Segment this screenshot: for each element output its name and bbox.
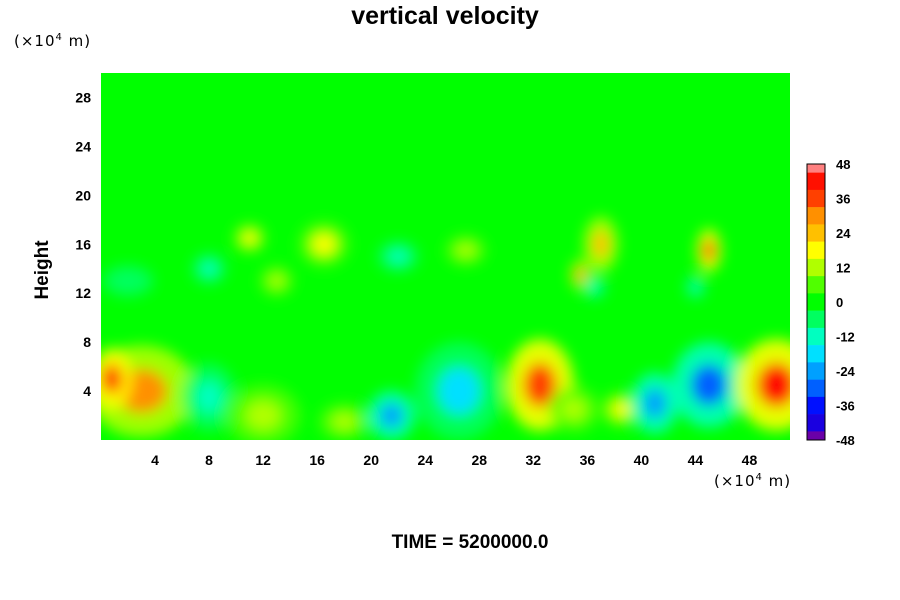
colorbar-swatch — [807, 164, 825, 173]
chart-title: vertical velocity — [351, 2, 539, 30]
x-tick-label: 20 — [363, 452, 379, 468]
colorbar-swatch — [807, 233, 825, 242]
colorbar-swatch — [807, 172, 825, 182]
x-tick-label: 36 — [580, 452, 596, 468]
x-tick-label: 4 — [151, 452, 159, 468]
colorbar-tick-label: 12 — [836, 261, 850, 276]
x-tick-label: 12 — [255, 452, 271, 468]
field-feature-core — [102, 364, 122, 394]
field-feature-core — [196, 381, 223, 414]
x-tick-label: 28 — [471, 452, 487, 468]
plot-area — [101, 73, 790, 440]
colorbar-tick-label: 36 — [836, 192, 850, 207]
x-tick-label: 48 — [742, 452, 758, 468]
colorbar-swatch — [807, 207, 825, 217]
y-tick-label: 20 — [75, 187, 91, 203]
field-feature-core — [561, 398, 587, 421]
colorbar-tick-label: -36 — [836, 399, 855, 414]
colorbar: 48 36 24 12 0 -12 -24 -36 -48 — [806, 157, 856, 448]
x-tick-label: 16 — [309, 452, 325, 468]
colorbar-swatch — [807, 284, 825, 294]
field-feature-core — [437, 367, 481, 415]
colorbar-tick-label: 48 — [836, 157, 850, 172]
colorbar-swatch — [807, 371, 825, 380]
x-tick-label: 24 — [417, 452, 433, 468]
field-feature-core — [388, 249, 408, 264]
field-feature-core — [115, 273, 141, 289]
colorbar-swatch — [807, 293, 825, 303]
colorbar-swatch — [807, 319, 825, 329]
colorbar-swatch — [807, 327, 825, 337]
field-feature-core — [703, 240, 715, 261]
field-feature-core — [757, 362, 790, 407]
y-tick-label: 8 — [83, 334, 91, 350]
colorbar-swatch — [807, 310, 825, 320]
colorbar-swatch — [807, 224, 825, 234]
colorbar-swatch — [807, 215, 825, 225]
field-feature-core — [523, 362, 557, 407]
colorbar-swatch — [807, 258, 825, 268]
y-tick-label: 16 — [75, 236, 91, 252]
y-tick-label: 4 — [83, 383, 91, 399]
y-tick-label: 28 — [75, 89, 91, 105]
field-feature-core — [268, 273, 285, 289]
colorbar-tick-label: -24 — [836, 364, 856, 379]
x-axis-unit: (×104 m) — [714, 472, 792, 490]
colorbar-tick-label: -12 — [836, 330, 855, 345]
colorbar-tick-label: 0 — [836, 295, 843, 310]
field-feature-core — [691, 364, 727, 406]
x-axis: 4 8 12 16 20 24 28 32 36 40 44 48 — [151, 452, 757, 468]
colorbar-swatch — [807, 345, 825, 355]
colorbar-swatch — [807, 388, 825, 398]
colorbar-swatch — [807, 267, 825, 277]
x-tick-label: 40 — [634, 452, 650, 468]
field-feature-core — [643, 388, 667, 418]
colorbar-swatch — [807, 405, 825, 415]
y-axis-unit: (×104 m) — [14, 32, 92, 50]
colorbar-swatch — [807, 302, 825, 311]
colorbar-swatch — [807, 353, 825, 363]
colorbar-swatch — [807, 422, 825, 432]
colorbar-swatch — [807, 379, 825, 389]
y-axis: 4 8 12 16 20 24 28 — [75, 89, 91, 399]
field-feature-core — [200, 261, 218, 277]
colorbar-swatch — [807, 181, 825, 191]
field-feature-core — [575, 267, 586, 283]
time-label: TIME = 5200000.0 — [391, 532, 549, 553]
field-feature-core — [241, 230, 258, 246]
field-feature-core — [332, 412, 357, 431]
field-feature-core — [611, 400, 631, 419]
colorbar-swatch — [807, 362, 825, 372]
field-feature-core — [380, 403, 403, 428]
colorbar-swatch — [807, 276, 825, 286]
colorbar-swatch — [807, 241, 825, 251]
field-feature-core — [588, 281, 600, 293]
field-feature-core — [245, 400, 281, 431]
colorbar-outline — [806, 163, 826, 441]
colorbar-swatch — [807, 431, 825, 441]
field-feature-core — [690, 281, 701, 293]
colorbar-swatch — [807, 396, 825, 406]
y-tick-label: 24 — [75, 138, 91, 154]
field-feature-core — [311, 233, 337, 256]
colorbar-swatch — [807, 189, 825, 199]
colorbar-tick-label: -48 — [836, 433, 855, 448]
field-feature-core — [592, 231, 609, 258]
y-tick-label: 12 — [75, 285, 91, 301]
x-tick-label: 8 — [205, 452, 213, 468]
colorbar-swatch — [807, 414, 825, 424]
colorbar-swatch — [807, 336, 825, 346]
colorbar-tick-label: 24 — [836, 226, 851, 241]
colorbar-swatch — [807, 198, 825, 208]
x-tick-label: 44 — [688, 452, 704, 468]
field-feature-core — [456, 243, 476, 258]
x-tick-label: 32 — [526, 452, 542, 468]
colorbar-swatch — [807, 250, 825, 260]
